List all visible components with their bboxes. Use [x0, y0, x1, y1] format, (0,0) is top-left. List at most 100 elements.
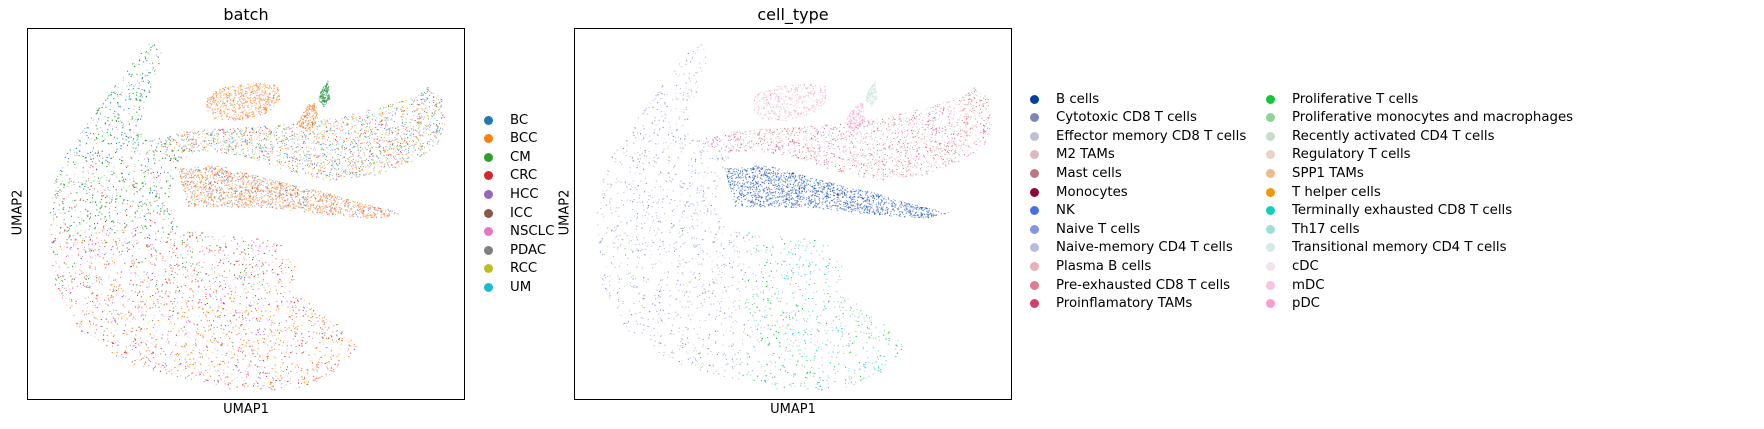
- cell-type-y-axis-label: UMAP2: [558, 188, 573, 238]
- legend-label: UM: [510, 280, 531, 295]
- point-cloud: [49, 43, 446, 391]
- legend-item-monocytes: Monocytes: [1030, 182, 1128, 202]
- legend-item-mast-cells: Mast cells: [1030, 163, 1122, 183]
- legend-item-effector-memory-cd8-t-cells: Effector memory CD8 T cells: [1030, 126, 1246, 146]
- legend-label: Effector memory CD8 T cells: [1056, 129, 1246, 144]
- legend-label: PDAC: [510, 243, 546, 258]
- legend-item-bcc: BCC: [484, 129, 537, 149]
- legend-item-b-cells: B cells: [1030, 89, 1099, 109]
- legend-item-naive-t-cells: Naive T cells: [1030, 219, 1140, 239]
- legend-label: Proliferative T cells: [1292, 92, 1418, 107]
- legend-item-recently-activated-cd4-t-cells: Recently activated CD4 T cells: [1266, 126, 1495, 146]
- legend-marker: [484, 171, 493, 181]
- legend-item-hcc: HCC: [484, 184, 539, 204]
- legend-marker: [1266, 224, 1275, 234]
- legend-marker: [1030, 168, 1039, 178]
- legend-marker: [1030, 150, 1039, 160]
- legend-label: Pre-exhausted CD8 T cells: [1056, 278, 1230, 293]
- legend-item-rcc: RCC: [484, 259, 537, 279]
- legend-marker: [484, 227, 493, 237]
- batch-plot-area: [27, 28, 465, 400]
- legend-item-nsclc: NSCLC: [484, 222, 554, 242]
- cell-type-legend: B cells Cytotoxic CD8 T cells Effector mem…: [1030, 89, 1760, 339]
- legend-marker: [484, 189, 493, 199]
- legend-label: SPP1 TAMs: [1292, 166, 1364, 181]
- legend-label: Proinflamatory TAMs: [1056, 296, 1192, 311]
- legend-item-proinflamatory-tams: Proinflamatory TAMs: [1030, 294, 1192, 314]
- legend-label: BCC: [510, 131, 537, 146]
- legend-marker: [1030, 243, 1039, 253]
- cell-type-title: cell_type: [574, 5, 1012, 24]
- legend-item-th17-cells: Th17 cells: [1266, 219, 1360, 239]
- legend-marker: [1266, 280, 1275, 290]
- legend-label: RCC: [510, 261, 537, 276]
- legend-label: M2 TAMs: [1056, 147, 1115, 162]
- legend-label: Recently activated CD4 T cells: [1292, 129, 1495, 144]
- legend-label: Mast cells: [1056, 166, 1122, 181]
- legend-label: T helper cells: [1292, 185, 1381, 200]
- legend-marker: [484, 245, 493, 255]
- legend-label: Th17 cells: [1292, 222, 1360, 237]
- legend-marker: [484, 208, 493, 218]
- legend-marker: [1030, 187, 1039, 197]
- legend-item-proliferative-monocytes-and-macrophages: Proliferative monocytes and macrophages: [1266, 108, 1573, 128]
- legend-item-um: UM: [484, 277, 531, 297]
- legend-marker: [1030, 94, 1039, 104]
- legend-marker: [1266, 94, 1275, 104]
- legend-label: ICC: [510, 206, 533, 221]
- legend-marker: [484, 282, 493, 292]
- legend-item-crc: CRC: [484, 166, 537, 186]
- legend-label: pDC: [1292, 296, 1320, 311]
- legend-item-terminally-exhausted-cd8-t-cells: Terminally exhausted CD8 T cells: [1266, 201, 1512, 221]
- legend-label: B cells: [1056, 92, 1099, 107]
- legend-marker: [1266, 299, 1275, 309]
- legend-label: Terminally exhausted CD8 T cells: [1292, 203, 1512, 218]
- legend-label: Cytotoxic CD8 T cells: [1056, 110, 1197, 125]
- legend-marker: [1266, 113, 1275, 123]
- legend-item-pdac: PDAC: [484, 240, 546, 260]
- legend-marker: [1030, 299, 1039, 309]
- legend-item-bc: BC: [484, 110, 528, 130]
- batch-title: batch: [27, 5, 465, 24]
- cell-type-x-axis-label: UMAP1: [574, 402, 1012, 417]
- legend-marker: [484, 134, 493, 144]
- legend-label: CRC: [510, 168, 537, 183]
- legend-item-naive-memory-cd4-t-cells: Naive-memory CD4 T cells: [1030, 238, 1233, 258]
- legend-item-cytotoxic-cd8-t-cells: Cytotoxic CD8 T cells: [1030, 108, 1197, 128]
- legend-label: cDC: [1292, 259, 1319, 274]
- legend-label: HCC: [510, 187, 539, 202]
- legend-item-icc: ICC: [484, 203, 533, 223]
- legend-item-plasma-b-cells: Plasma B cells: [1030, 256, 1151, 276]
- legend-item-pre-exhausted-cd8-t-cells: Pre-exhausted CD8 T cells: [1030, 275, 1230, 295]
- legend-marker: [1266, 261, 1275, 271]
- legend-item-pdc: pDC: [1266, 294, 1320, 314]
- legend-marker: [484, 152, 493, 162]
- legend-item-spp1-tams: SPP1 TAMs: [1266, 163, 1364, 183]
- legend-marker: [1266, 206, 1275, 216]
- legend-label: BC: [510, 113, 528, 128]
- legend-label: Plasma B cells: [1056, 259, 1151, 274]
- legend-marker: [1266, 131, 1275, 141]
- legend-marker: [1266, 150, 1275, 160]
- legend-marker: [484, 115, 493, 125]
- legend-label: Naive T cells: [1056, 222, 1140, 237]
- legend-item-m2-tams: M2 TAMs: [1030, 145, 1115, 165]
- batch-x-axis-label: UMAP1: [27, 402, 465, 417]
- batch-legend: BC BCC CM CRC HCC ICC NSCLC PDAC RCC UM: [484, 110, 574, 310]
- legend-label: Transitional memory CD4 T cells: [1292, 240, 1507, 255]
- legend-item-regulatory-t-cells: Regulatory T cells: [1266, 145, 1411, 165]
- legend-marker: [1266, 168, 1275, 178]
- legend-marker: [1030, 261, 1039, 271]
- legend-marker: [1030, 206, 1039, 216]
- batch-scatter: [49, 43, 446, 391]
- legend-label: CM: [510, 150, 531, 165]
- legend-marker: [1266, 187, 1275, 197]
- legend-item-cm: CM: [484, 147, 531, 167]
- cell-type-plot-area: [574, 28, 1012, 400]
- legend-label: Naive-memory CD4 T cells: [1056, 240, 1233, 255]
- legend-label: Regulatory T cells: [1292, 147, 1411, 162]
- legend-marker: [1030, 224, 1039, 234]
- legend-marker: [484, 264, 493, 274]
- legend-label: Proliferative monocytes and macrophages: [1292, 110, 1573, 125]
- legend-label: NSCLC: [510, 224, 554, 239]
